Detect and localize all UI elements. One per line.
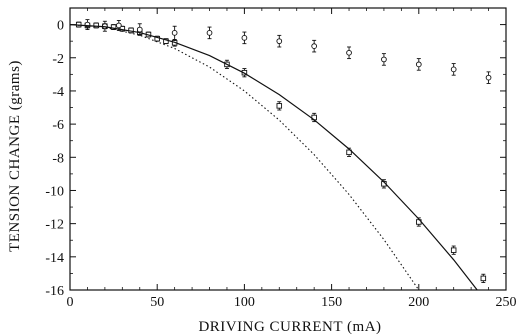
axes: 0 50 100 150 200 250 0 -2 -4 -6 -8 -10 -12 -14 -16 bbox=[45, 7, 517, 310]
y-tick-label: -10 bbox=[45, 184, 64, 199]
y-tick-label: -6 bbox=[52, 118, 64, 133]
x-tick-label: 50 bbox=[150, 295, 164, 310]
circle-marker bbox=[115, 22, 122, 29]
square-marker bbox=[346, 149, 352, 156]
data-point-circle bbox=[171, 25, 178, 40]
circle-marker bbox=[381, 56, 387, 63]
circle-marker bbox=[206, 30, 213, 36]
y-tick-label: -4 bbox=[52, 85, 64, 100]
x-axis-title: DRIVING CURRENT (mA) bbox=[198, 319, 381, 335]
square-marker bbox=[110, 24, 117, 30]
fit-curve-dotted bbox=[70, 24, 420, 290]
square-marker bbox=[450, 247, 457, 253]
data-point-circle bbox=[241, 31, 248, 45]
x-tick-label: 0 bbox=[67, 295, 74, 310]
data-point-square bbox=[110, 24, 117, 31]
x-tick-label: 250 bbox=[496, 295, 517, 310]
circle-marker bbox=[171, 30, 178, 36]
data-point-circle bbox=[346, 46, 352, 60]
circle-marker bbox=[415, 61, 422, 68]
square-marker bbox=[276, 103, 283, 109]
plot-area bbox=[70, 19, 492, 290]
data-point-circle bbox=[276, 34, 283, 48]
circle-marker bbox=[450, 66, 457, 73]
data-point-square bbox=[480, 273, 487, 283]
data-point-circle bbox=[415, 58, 422, 71]
circle-marker bbox=[136, 26, 143, 33]
data-point-circle bbox=[311, 39, 318, 53]
y-tick-label: -8 bbox=[52, 151, 64, 166]
y-tick-label: -2 bbox=[52, 52, 64, 67]
y-tick-label: -12 bbox=[45, 218, 64, 233]
square-marker bbox=[480, 275, 487, 282]
circle-marker bbox=[241, 35, 248, 41]
y-axis-title: TENSION CHANGE (grams) bbox=[7, 60, 23, 252]
y-tick-label: -16 bbox=[45, 284, 64, 299]
circle-marker bbox=[485, 74, 492, 81]
square-marker bbox=[93, 22, 99, 29]
data-point-circle bbox=[450, 63, 457, 76]
data-point-square bbox=[154, 35, 160, 42]
data-point-square bbox=[93, 22, 99, 29]
data-point-circle bbox=[485, 71, 492, 84]
data-point-square bbox=[276, 101, 283, 111]
data-point-square bbox=[450, 245, 457, 255]
data-point-circle bbox=[206, 26, 213, 40]
plot-frame bbox=[69, 7, 507, 291]
y-tick-label: -14 bbox=[45, 251, 64, 266]
x-tick-label: 150 bbox=[321, 295, 342, 310]
x-tick-label: 100 bbox=[234, 295, 255, 310]
circle-marker bbox=[276, 38, 283, 45]
fit-curve-solid bbox=[70, 23, 478, 290]
circle-marker bbox=[346, 49, 352, 56]
x-tick-label: 200 bbox=[408, 295, 429, 310]
square-marker bbox=[163, 38, 169, 44]
y-tick-label: 0 bbox=[57, 19, 64, 34]
data-point-circle bbox=[381, 53, 387, 66]
circle-marker bbox=[311, 43, 318, 50]
